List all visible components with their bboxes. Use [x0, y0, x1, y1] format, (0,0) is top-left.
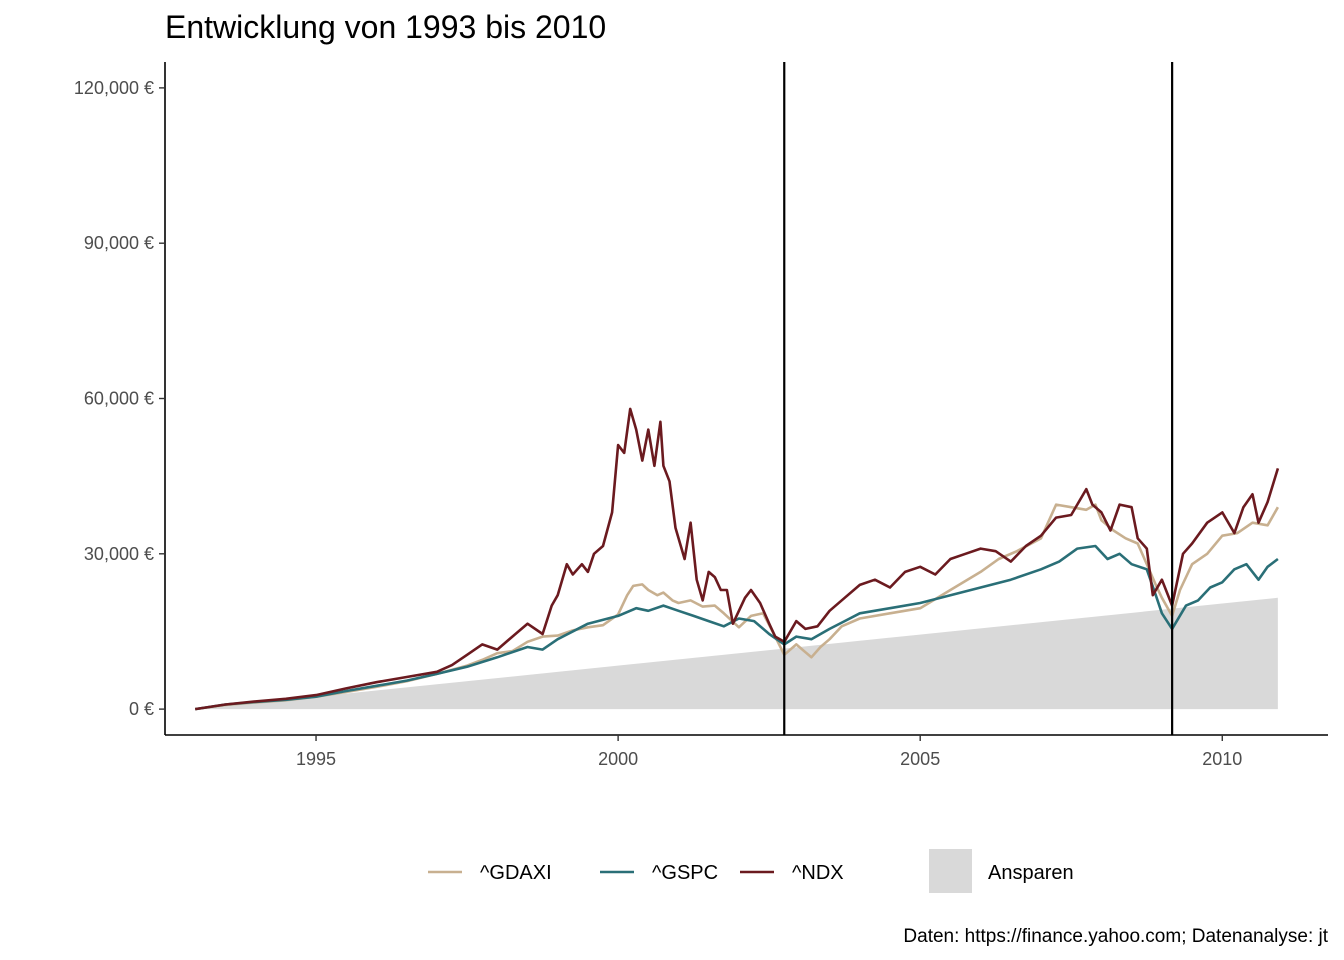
y-tick-label: 120,000 €	[74, 78, 154, 98]
y-tick-label: 0 €	[129, 699, 154, 719]
x-tick-label: 2000	[598, 749, 638, 769]
plot-area	[195, 62, 1280, 735]
legend-label-gdaxi: ^GDAXI	[480, 862, 552, 884]
y-tick-label: 30,000 €	[84, 544, 154, 564]
series-line-ndx	[195, 407, 1280, 711]
x-tick-label: 2005	[900, 749, 940, 769]
y-tick-label: 60,000 €	[84, 389, 154, 409]
legend-label-gspc: ^GSPC	[652, 862, 718, 884]
area-ansparen	[195, 597, 1278, 710]
y-tick-label: 90,000 €	[84, 233, 154, 253]
x-tick-label: 2010	[1202, 749, 1242, 769]
legend: ^GDAXI ^GSPC ^NDX Ansparen	[428, 849, 1074, 893]
x-tick-label: 1995	[296, 749, 336, 769]
legend-label-ndx: ^NDX	[792, 862, 844, 884]
series-line-gspc	[195, 544, 1279, 711]
caption: Daten: https://finance.yahoo.com; Datena…	[903, 926, 1328, 947]
legend-key-ansparen	[929, 849, 972, 893]
axes: 0 € 30,000 € 60,000 € 90,000 € 120,000 € 1995…	[74, 62, 1328, 769]
legend-label-ansparen: Ansparen	[988, 862, 1074, 884]
chart-title: Entwicklung von 1993 bis 2010	[165, 9, 606, 45]
